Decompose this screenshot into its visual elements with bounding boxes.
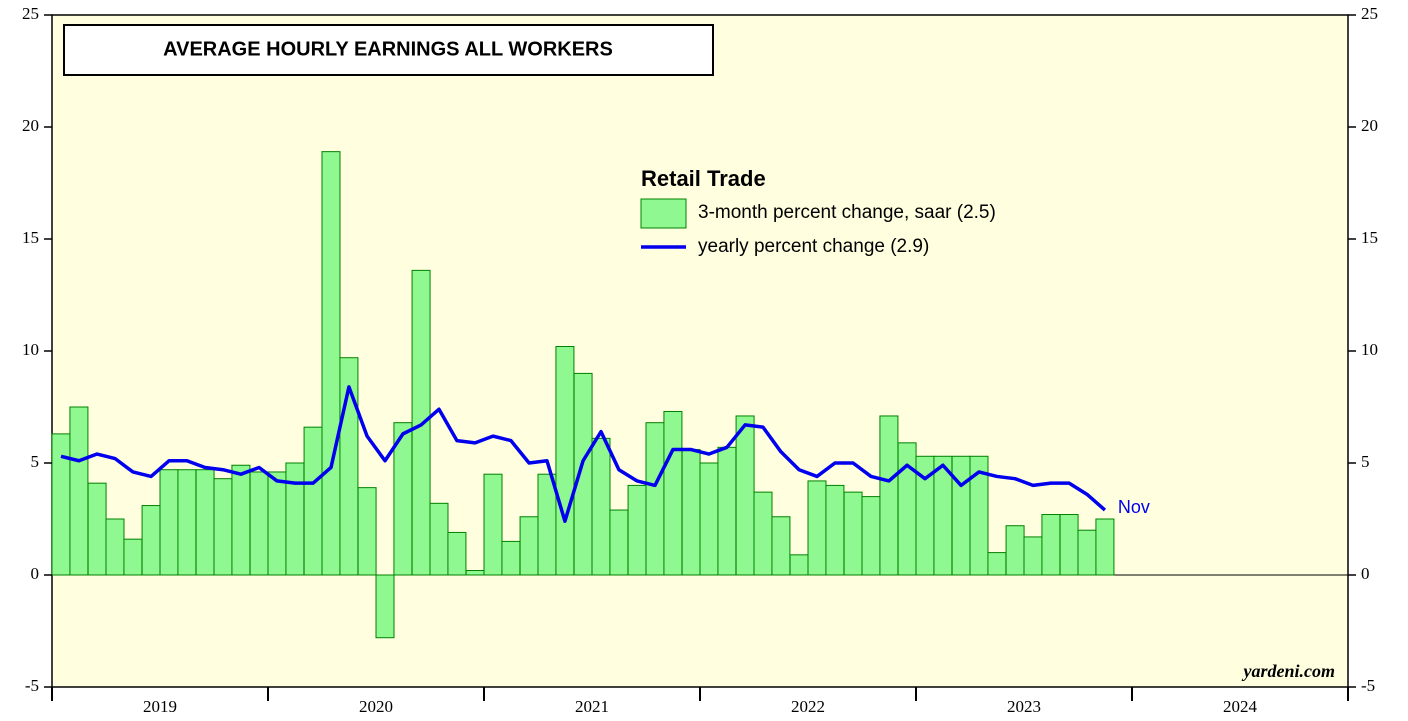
bar xyxy=(1077,529,1097,576)
line xyxy=(60,385,1107,523)
bar xyxy=(753,491,773,576)
y2-tick-label: 15 xyxy=(1361,228,1378,247)
legend-title: Retail Trade xyxy=(641,166,766,191)
y-tick-label: 20 xyxy=(22,116,39,135)
bar xyxy=(609,509,629,576)
chart-title: AVERAGE HOURLY EARNINGS ALL WORKERS xyxy=(163,38,613,60)
bar xyxy=(771,516,791,576)
bar xyxy=(321,151,341,576)
source: yardeni.com xyxy=(1242,661,1336,681)
bar xyxy=(465,570,485,576)
bar xyxy=(951,455,971,576)
bar xyxy=(141,505,161,576)
bar xyxy=(375,574,395,639)
bar xyxy=(1059,514,1079,576)
bar xyxy=(213,478,233,576)
bar xyxy=(303,426,323,576)
y2-tick-label: 0 xyxy=(1361,564,1370,583)
y2-tick-label: -5 xyxy=(1361,676,1375,695)
bar xyxy=(969,455,989,576)
x-tick-label: 2023 xyxy=(1007,697,1041,716)
bar xyxy=(1005,525,1025,576)
y2-tick-label: 10 xyxy=(1361,340,1378,359)
bar xyxy=(537,473,557,576)
x-tick-label: 2019 xyxy=(143,697,177,716)
bar xyxy=(663,410,683,576)
bar xyxy=(51,433,71,576)
bar xyxy=(717,446,737,576)
bar xyxy=(195,469,215,576)
bar xyxy=(267,471,287,576)
bar xyxy=(879,415,899,576)
y-tick-label: 15 xyxy=(22,228,39,247)
y-tick-label: 25 xyxy=(22,4,39,23)
bar xyxy=(861,496,881,576)
bar xyxy=(519,516,539,576)
bar xyxy=(249,471,269,576)
bar xyxy=(735,415,755,576)
y2-tick-label: 20 xyxy=(1361,116,1378,135)
y-tick-label: 0 xyxy=(31,564,40,583)
bar xyxy=(429,502,449,576)
annotation: Nov xyxy=(1118,497,1150,517)
x-tick-label: 2024 xyxy=(1223,697,1258,716)
y-tick-label: -5 xyxy=(25,676,39,695)
y-tick-label: 5 xyxy=(31,452,40,471)
bar xyxy=(231,464,251,576)
y2-tick-label: 25 xyxy=(1361,4,1378,23)
bar xyxy=(159,469,179,576)
bar xyxy=(447,531,467,576)
x-tick-label: 2020 xyxy=(359,697,393,716)
bar xyxy=(501,540,521,576)
bar xyxy=(1041,514,1061,576)
bar xyxy=(699,462,719,576)
bar xyxy=(807,480,827,576)
bar xyxy=(105,518,125,576)
bar xyxy=(627,484,647,576)
bar xyxy=(645,422,665,576)
bar xyxy=(177,469,197,576)
bar xyxy=(69,406,89,576)
bar xyxy=(1023,536,1043,576)
bar xyxy=(789,554,809,576)
y2-tick-label: 5 xyxy=(1361,452,1370,471)
bar xyxy=(573,372,593,576)
bar xyxy=(1095,518,1115,576)
bar xyxy=(555,346,575,576)
bar xyxy=(843,491,863,576)
y-tick-label: 10 xyxy=(22,340,39,359)
x-tick-label: 2021 xyxy=(575,697,609,716)
bar xyxy=(987,552,1007,576)
bar xyxy=(87,482,107,576)
bar xyxy=(825,484,845,576)
plot-area xyxy=(51,14,1349,688)
bar xyxy=(285,462,305,576)
bar xyxy=(681,449,701,576)
bar xyxy=(483,473,503,576)
bar xyxy=(357,487,377,576)
bar xyxy=(123,538,143,576)
bar xyxy=(897,442,917,576)
legend-swatch xyxy=(640,198,687,229)
legend-label: 3-month percent change, saar (2.5) xyxy=(698,202,996,223)
legend-label: yearly percent change (2.9) xyxy=(698,236,929,257)
x-tick-label: 2022 xyxy=(791,697,825,716)
title-box xyxy=(63,24,714,76)
bar xyxy=(591,437,611,576)
